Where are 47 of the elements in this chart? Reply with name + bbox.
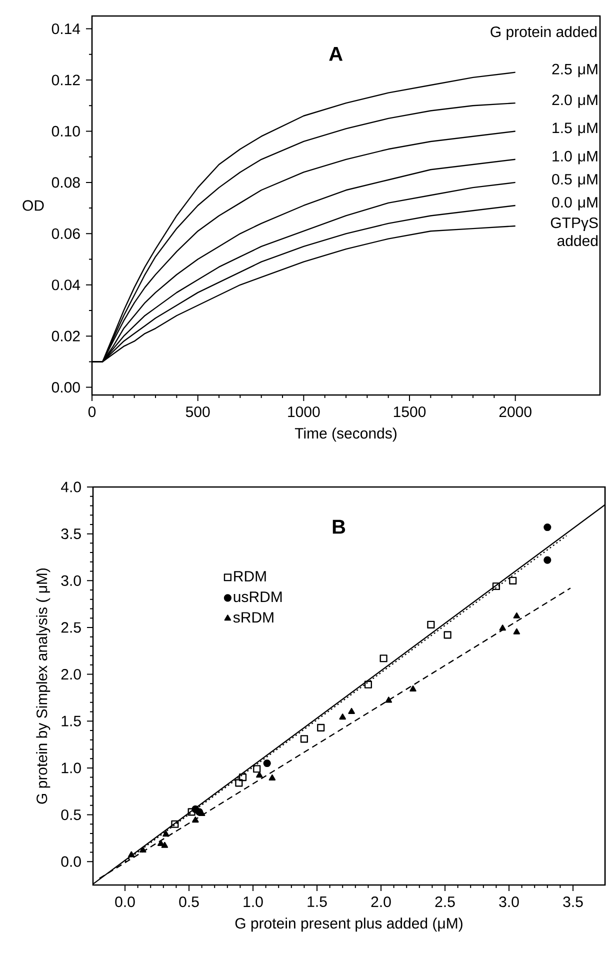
y-tick-label: 2.5 (61, 622, 81, 633)
text: 1.5 μM (552, 122, 598, 136)
x-tick-label: 1500 (394, 406, 426, 418)
text: 0.0 μM (552, 196, 598, 210)
y-tick-label: 0.5 (61, 809, 81, 820)
legend-label: usRDM (234, 592, 282, 602)
y-tick-label: 0.0 (61, 856, 81, 867)
y-tick-label: 2.0 (61, 668, 81, 680)
y-tick-label: 1.0 (62, 762, 81, 774)
y-axis-title: OD (22, 200, 44, 211)
text: 1.0 μM (552, 150, 598, 164)
y-axis-title: G protein by Simplex analysis ( μM) (36, 568, 50, 804)
x-tick-label: 1000 (288, 406, 320, 418)
y-tick-label: 0.00 (52, 382, 80, 393)
x-tick-label: 3.0 (499, 896, 519, 908)
x-tick-label: 2.5 (435, 896, 455, 908)
y-tick-label: 3.0 (61, 575, 81, 586)
y-tick-label: 0.04 (52, 280, 80, 290)
annotation: B (332, 520, 346, 534)
x-tick-label: 0 (88, 406, 96, 418)
legend-label: sRDM (233, 612, 274, 623)
y-tick-label: 4.0 (60, 482, 81, 492)
text: 2.0 μM (552, 94, 598, 108)
y-tick-label: 3.5 (61, 528, 81, 540)
y-tick-label: 0.14 (52, 23, 80, 34)
x-axis-title: Time (seconds) (294, 428, 396, 442)
x-tick-label: 1.5 (308, 896, 327, 907)
legend-label: RDM (234, 571, 266, 582)
y-tick-label: 1.5 (62, 716, 81, 726)
y-tick-label: 0.02 (52, 330, 80, 342)
annotation: A (329, 47, 343, 61)
x-axis-title: G protein present plus added (μM) (235, 918, 462, 932)
y-tick-label: 0.10 (52, 126, 80, 137)
x-tick-label: 3.5 (563, 896, 583, 908)
legend-title: G protein added (490, 26, 597, 40)
y-tick-label: 0.06 (52, 228, 80, 239)
text: 0.5 μM (552, 174, 598, 188)
y-tick-label: 0.12 (52, 74, 80, 86)
x-tick-label: 500 (186, 406, 210, 418)
x-tick-label: 0.0 (115, 896, 135, 908)
x-tick-label: 0.5 (179, 896, 199, 908)
text: 2.5 μM (552, 64, 598, 78)
x-tick-label: 2.0 (371, 896, 391, 908)
x-tick-label: 1.0 (244, 896, 263, 908)
x-tick-label: 2000 (499, 406, 532, 418)
text: GTPγS added (550, 217, 598, 246)
y-tick-label: 0.08 (52, 177, 80, 188)
